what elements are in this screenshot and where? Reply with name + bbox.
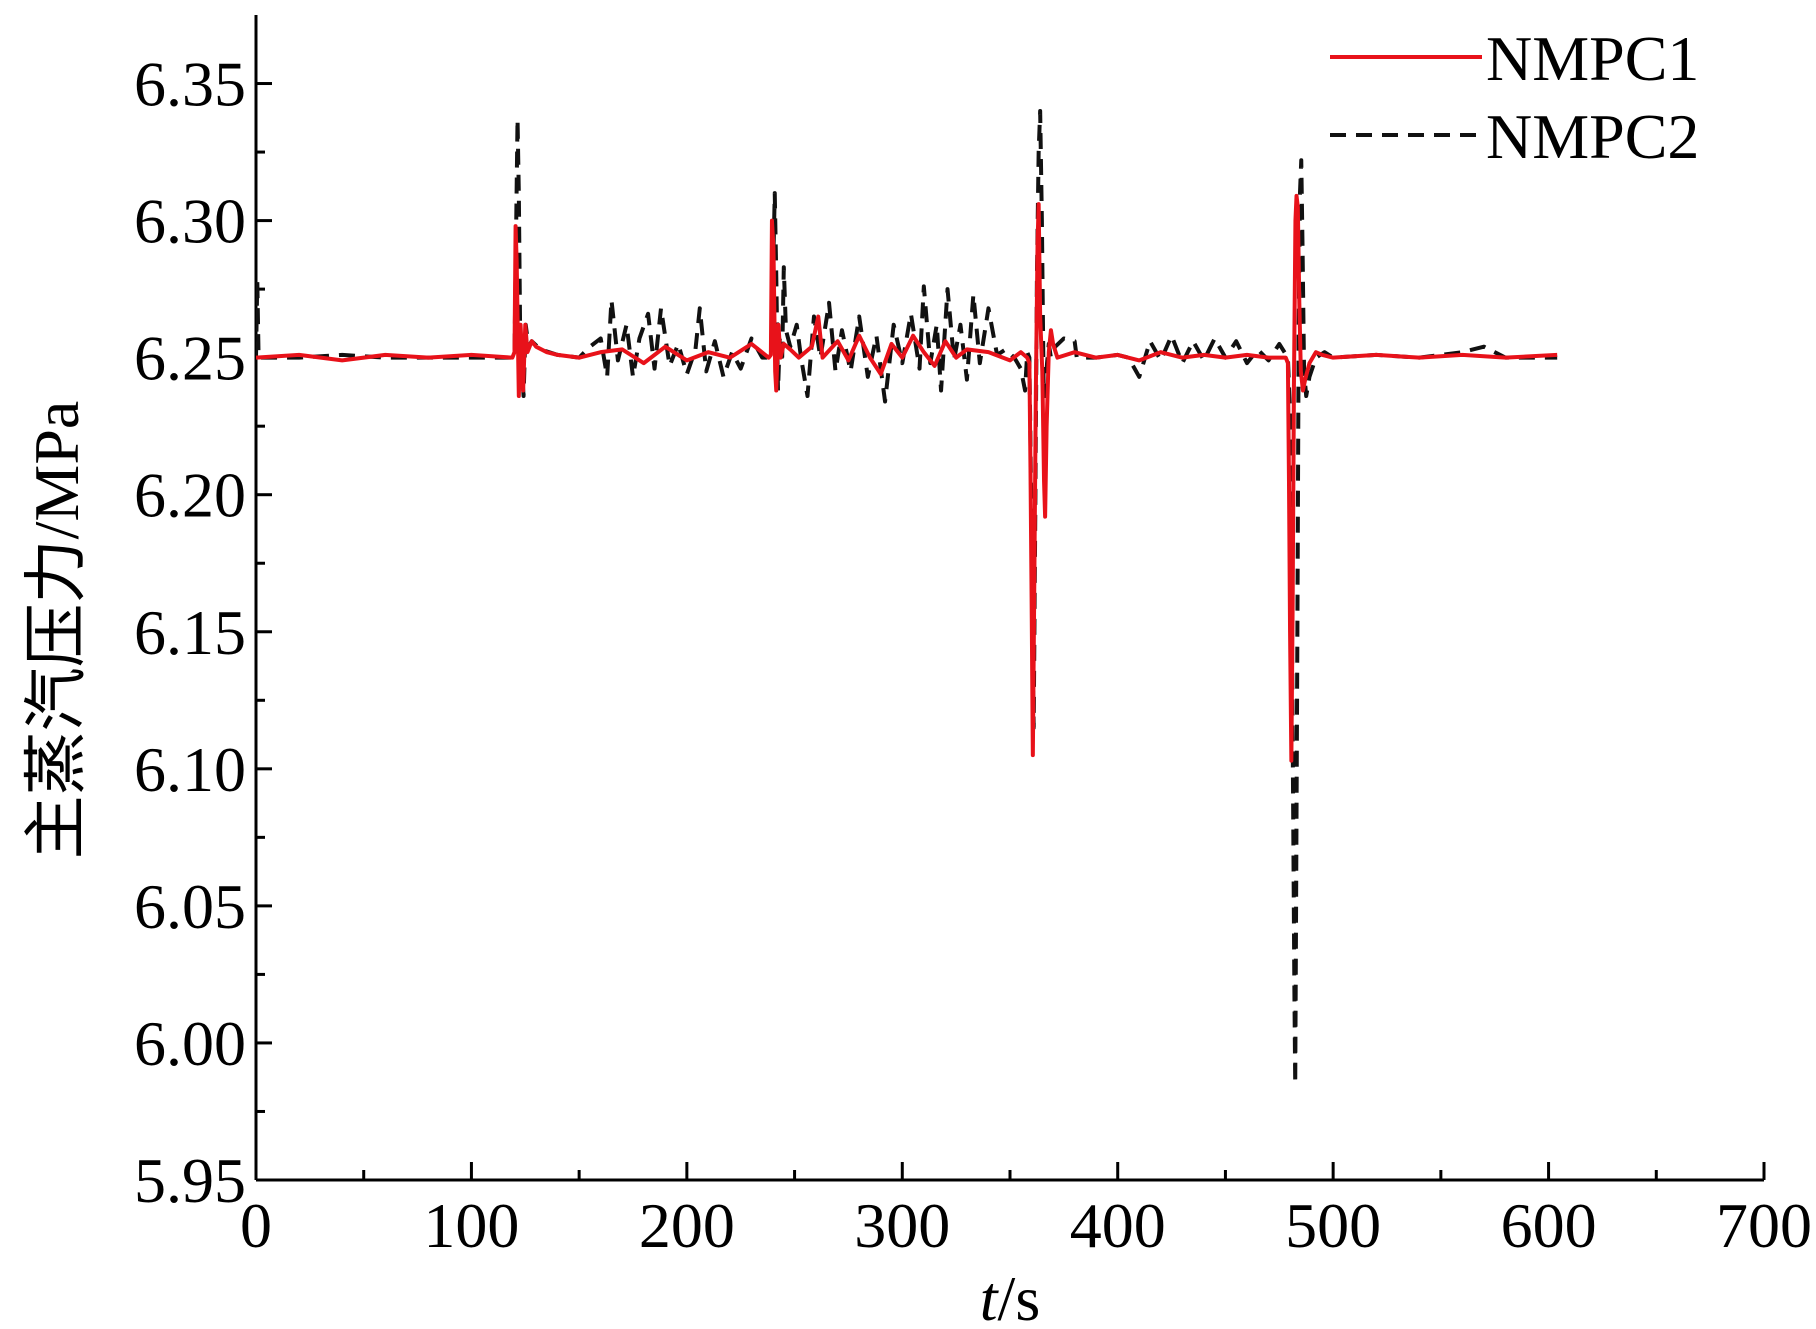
y-tick-labels: 5.95 6.00 6.05 6.10 6.15 6.20 6.25 6.30 6.35 (134, 49, 246, 1216)
legend-label-nmpc1: NMPC1 (1486, 23, 1699, 94)
y-tick-label: 6.10 (134, 734, 246, 805)
series-line-nmpc1 (256, 193, 1558, 763)
y-axis-label: 主蒸汽压力/MPa (21, 401, 92, 860)
y-tick-label: 6.25 (134, 323, 246, 394)
y-tick-label: 6.05 (134, 871, 246, 942)
y-ticks (256, 82, 272, 1182)
x-axis-label-unit: /s (998, 1263, 1041, 1329)
x-tick-label: 200 (639, 1190, 735, 1261)
legend: NMPC1 NMPC2 (1330, 23, 1699, 172)
x-tick-label: 500 (1285, 1190, 1381, 1261)
x-axis-label-italic: t (980, 1263, 1000, 1329)
y-tick-label: 6.00 (134, 1008, 246, 1079)
y-tick-label: 5.95 (134, 1145, 246, 1216)
x-tick-label: 300 (854, 1190, 950, 1261)
y-tick-label: 6.20 (134, 460, 246, 531)
x-tick-labels: 0 100 200 300 400 500 600 700 (240, 1190, 1812, 1261)
y-tick-label: 6.15 (134, 597, 246, 668)
y-tick-label: 6.35 (134, 49, 246, 120)
x-ticks (254, 1162, 1766, 1180)
x-tick-label: 600 (1501, 1190, 1597, 1261)
x-axis-label: t/s (980, 1263, 1040, 1329)
y-tick-label: 6.30 (134, 186, 246, 257)
series-line-nmpc2 (256, 108, 1558, 1087)
x-tick-label: 400 (1070, 1190, 1166, 1261)
x-tick-label: 700 (1716, 1190, 1812, 1261)
legend-label-nmpc2: NMPC2 (1486, 101, 1699, 172)
x-tick-label: 100 (423, 1190, 519, 1261)
x-tick-label: 0 (240, 1190, 272, 1261)
